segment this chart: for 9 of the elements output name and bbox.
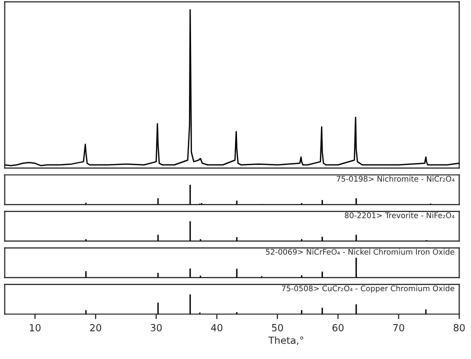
x-tick-label: 30 [150, 324, 162, 332]
x-tick-label: 10 [30, 324, 41, 332]
x-tick-label: 20 [90, 324, 102, 332]
x-tick-label: 80 [454, 324, 465, 332]
x-tick-label: 60 [332, 324, 344, 332]
x-tick-label: 50 [272, 324, 283, 332]
x-axis-title: Theta,° [268, 336, 304, 345]
x-tick-label: 40 [211, 324, 222, 332]
x-tick-label: 70 [393, 324, 404, 332]
